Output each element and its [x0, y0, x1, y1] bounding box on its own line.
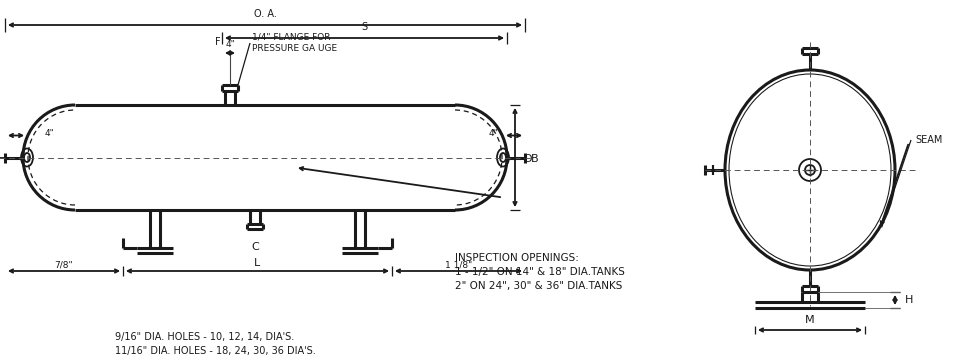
Text: INSPECTION OPENINGS:
1 - 1/2" ON 14" & 18" DIA.TANKS
2" ON 24", 30" & 36" DIA.TA: INSPECTION OPENINGS: 1 - 1/2" ON 14" & 1… [455, 253, 625, 291]
Text: F: F [215, 37, 221, 47]
Text: SEAM: SEAM [915, 135, 943, 145]
Text: 7/8": 7/8" [54, 260, 74, 269]
Text: O. A.: O. A. [254, 9, 276, 19]
Text: 4": 4" [45, 129, 54, 138]
Text: 9/16" DIA. HOLES - 10, 12, 14, DIA'S.: 9/16" DIA. HOLES - 10, 12, 14, DIA'S. [115, 332, 295, 342]
Text: B: B [531, 154, 539, 163]
Text: 1/4" FLANGE FOR
PRESSURE GA UGE: 1/4" FLANGE FOR PRESSURE GA UGE [252, 33, 337, 53]
Text: L: L [255, 258, 261, 268]
Text: 4": 4" [488, 129, 498, 138]
Text: C: C [251, 242, 259, 252]
Text: 1 1/8": 1 1/8" [445, 260, 472, 269]
Text: 11/16" DIA. HOLES - 18, 24, 30, 36 DIA'S.: 11/16" DIA. HOLES - 18, 24, 30, 36 DIA'S… [115, 346, 316, 356]
Text: S: S [361, 22, 367, 32]
Text: M: M [805, 315, 815, 325]
Text: H: H [905, 295, 914, 305]
Text: D: D [524, 155, 533, 164]
Text: 4": 4" [225, 40, 234, 49]
